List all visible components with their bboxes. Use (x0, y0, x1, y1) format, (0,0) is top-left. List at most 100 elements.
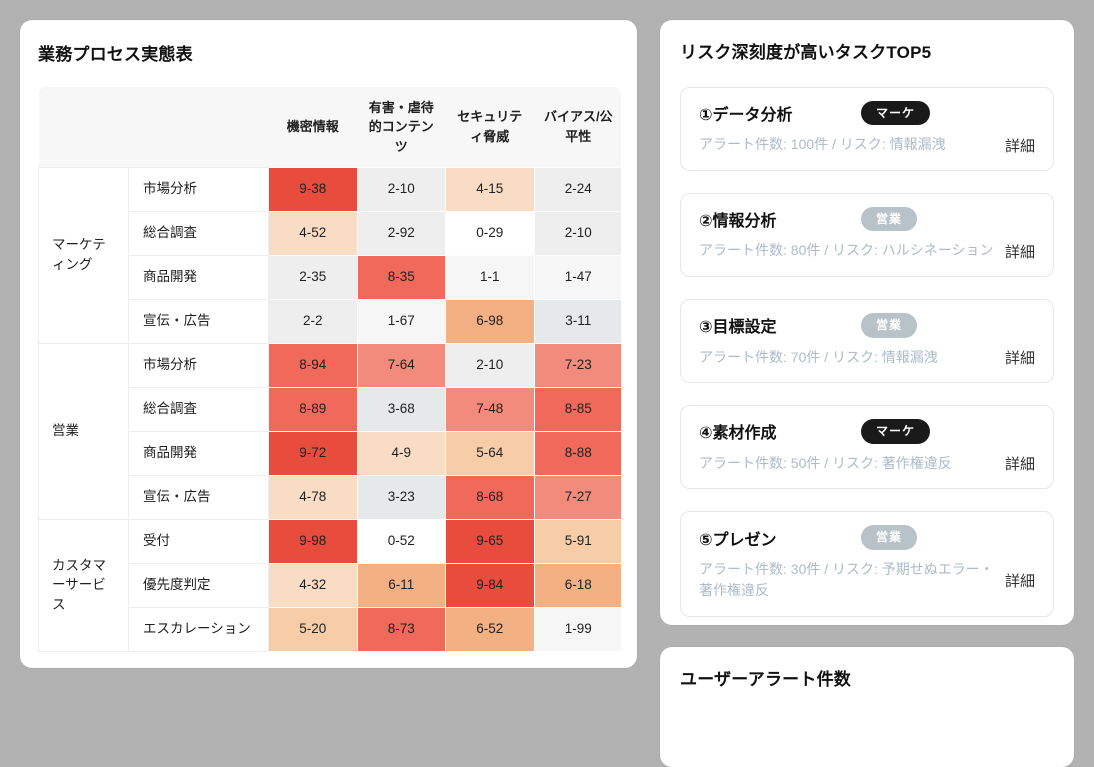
task-label: 受付 (128, 518, 269, 564)
task-card-title: ④素材作成 (699, 425, 777, 443)
heatmap-header-row: 機密情報 有害・虐待的コンテンツ セキュリティ脅威 バイアス/公平性 (38, 87, 621, 167)
task-card-body: アラート件数: 30件 / リスク: 予期せぬエラー・著作権違反 詳細 (699, 559, 1035, 602)
heatmap-cell: 0-29 (445, 210, 535, 256)
top5-risk-panel: リスク深刻度が高いタスクTOP5 ①データ分析 マーケアラート件数: 100件 /… (660, 20, 1074, 625)
column-header-3: バイアス/公平性 (534, 87, 621, 167)
task-card-head: ⑤プレゼン 営業 (699, 525, 1035, 550)
heatmap-cell: 0-52 (356, 518, 446, 564)
heatmap-cell: 5-20 (268, 606, 358, 652)
heatmap-row: 営業 市場分析 8-94 7-64 2-10 7-23 (38, 342, 621, 520)
process-heatmap-wrapper: 機密情報 有害・虐待的コンテンツ セキュリティ脅威 バイアス/公平性 マーケティング市… (38, 87, 621, 652)
task-label: 商品開発 (128, 430, 269, 476)
task-card-subtitle: アラート件数: 100件 / リスク: 情報漏洩 (699, 136, 946, 153)
task-label: 宣伝・広告 (128, 474, 269, 520)
heatmap-cell: 6-52 (445, 606, 535, 652)
detail-link[interactable]: 詳細 (1004, 349, 1035, 367)
heatmap-cell: 8-85 (533, 386, 621, 432)
heatmap-cell: 7-27 (533, 474, 621, 520)
task-card-3: ③目標設定 営業アラート件数: 70件 / リスク: 情報漏洩 詳細 (680, 299, 1054, 384)
heatmap-cell: 8-88 (533, 430, 621, 476)
top5-panel-title: リスク深刻度が高いタスクTOP5 (680, 43, 932, 62)
task-card-body: アラート件数: 50件 / リスク: 著作権違反 詳細 (699, 453, 1035, 475)
heatmap-cell: 8-94 (268, 342, 358, 388)
heatmap-cell: 3-23 (356, 474, 446, 520)
group-label: 営業 (38, 342, 129, 520)
task-card-subtitle: アラート件数: 30件 / リスク: 予期せぬエラー・著作権違反 (699, 560, 994, 599)
user-alerts-panel: ユーザーアラート件数 (660, 647, 1074, 767)
column-header-2: セキュリティ脅威 (445, 87, 534, 167)
task-label: 市場分析 (128, 342, 269, 388)
heatmap-cell: 9-84 (445, 562, 535, 608)
heatmap-cell: 7-48 (445, 386, 535, 432)
heatmap-cell: 4-52 (268, 210, 358, 256)
task-card-5: ⑤プレゼン 営業アラート件数: 30件 / リスク: 予期せぬエラー・著作権違反詳… (680, 511, 1054, 618)
task-label: 宣伝・広告 (128, 298, 269, 344)
department-badge: 営業 (861, 207, 918, 232)
heatmap-row: マーケティング 市場分析 9-38 2-10 4-15 2-24 (38, 166, 621, 344)
heatmap-row: エスカレーション 5-20 8-73 6-52 1-99 (39, 606, 621, 652)
heatmap-cell: 5-91 (533, 518, 621, 564)
heatmap-cell: 7-64 (356, 342, 446, 388)
heatmap-cell: 2-92 (356, 210, 446, 256)
heatmap-cell: 4-78 (268, 474, 358, 520)
heatmap-cell: 1-67 (356, 298, 446, 344)
task-card-title: ⑤プレゼン (699, 531, 777, 549)
heatmap-cell: 1-99 (533, 606, 621, 652)
department-badge: 営業 (861, 313, 918, 338)
task-card-head: ③目標設定 営業 (699, 313, 1035, 338)
heatmap-cell: 2-10 (445, 342, 535, 388)
heatmap-cell: 9-98 (268, 518, 358, 564)
heatmap-cell: 3-68 (356, 386, 446, 432)
task-label: 優先度判定 (128, 562, 269, 608)
heatmap-row: 商品開発 2-35 8-35 1-1 1-47 (39, 254, 621, 300)
task-card-body: アラート件数: 70件 / リスク: 情報漏洩 詳細 (699, 347, 1035, 369)
heatmap-row: 商品開発 9-72 4-9 5-64 8-88 (39, 430, 621, 476)
heatmap-row: 宣伝・広告 2-2 1-67 6-98 3-11 (39, 298, 621, 344)
heatmap-cell: 7-23 (533, 342, 621, 388)
heatmap-cell: 2-10 (533, 210, 621, 256)
process-table-title: 業務プロセス実態表 (38, 45, 193, 64)
heatmap-cell: 2-24 (533, 166, 621, 212)
task-card-title: ①データ分析 (699, 107, 793, 125)
task-card-head: ②情報分析 営業 (699, 207, 1035, 232)
heatmap-cell: 9-72 (268, 430, 358, 476)
process-heatmap-table: 機密情報 有害・虐待的コンテンツ セキュリティ脅威 バイアス/公平性 マーケティング市… (38, 87, 621, 652)
heatmap-cell: 6-11 (356, 562, 446, 608)
user-alerts-title: ユーザーアラート件数 (680, 670, 851, 689)
department-badge: マーケ (861, 101, 931, 126)
task-label: 総合調査 (128, 386, 269, 432)
heatmap-row: 優先度判定 4-32 6-11 9-84 6-18 (39, 562, 621, 608)
heatmap-row: カスタマーサービス 受付 9-98 0-52 9-65 5-91 (38, 518, 621, 652)
heatmap-cell: 8-89 (268, 386, 358, 432)
detail-link[interactable]: 詳細 (1004, 572, 1035, 590)
task-card-title: ③目標設定 (699, 319, 777, 337)
heatmap-cell: 4-32 (268, 562, 358, 608)
heatmap-cell: 2-10 (356, 166, 446, 212)
department-badge: 営業 (861, 525, 918, 550)
heatmap-cell: 4-9 (356, 430, 446, 476)
task-card-4: ④素材作成 マーケ アラート件数: 50件 / リスク: 著作権違反 詳細 (680, 405, 1054, 490)
task-label: エスカレーション (128, 606, 269, 652)
task-card-subtitle: アラート件数: 80件 / リスク: ハルシネーション (699, 242, 994, 259)
task-card-body: アラート件数: 80件 / リスク: ハルシネーション 詳細 (699, 240, 1035, 262)
task-card-head: ④素材作成 マーケ (699, 419, 1035, 444)
task-card-2: ②情報分析 営業 アラート件数: 80件 / リスク: ハルシネーション 詳細 (680, 193, 1054, 278)
column-header-0: 機密情報 (268, 87, 357, 167)
heatmap-header: 機密情報 有害・虐待的コンテンツ セキュリティ脅威 バイアス/公平性 (38, 87, 621, 167)
detail-link[interactable]: 詳細 (1004, 137, 1035, 155)
heatmap-cell: 2-2 (268, 298, 358, 344)
group-label: カスタマーサービス (38, 518, 129, 652)
heatmap-cell: 9-38 (268, 166, 358, 212)
task-label: 総合調査 (128, 210, 269, 256)
column-header-1: 有害・虐待的コンテンツ (357, 87, 446, 167)
heatmap-cell: 9-65 (445, 518, 535, 564)
detail-link[interactable]: 詳細 (1004, 455, 1035, 473)
heatmap-cell: 4-15 (445, 166, 535, 212)
heatmap-cell: 6-18 (533, 562, 621, 608)
detail-link[interactable]: 詳細 (1004, 243, 1035, 261)
heatmap-cell: 5-64 (445, 430, 535, 476)
heatmap-row: 総合調査 4-52 2-92 0-29 2-10 (39, 210, 621, 256)
task-card-1: ①データ分析 マーケアラート件数: 100件 / リスク: 情報漏洩 詳細 (680, 87, 1054, 172)
heatmap-cell: 3-11 (533, 298, 621, 344)
heatmap-cell: 8-35 (356, 254, 446, 300)
